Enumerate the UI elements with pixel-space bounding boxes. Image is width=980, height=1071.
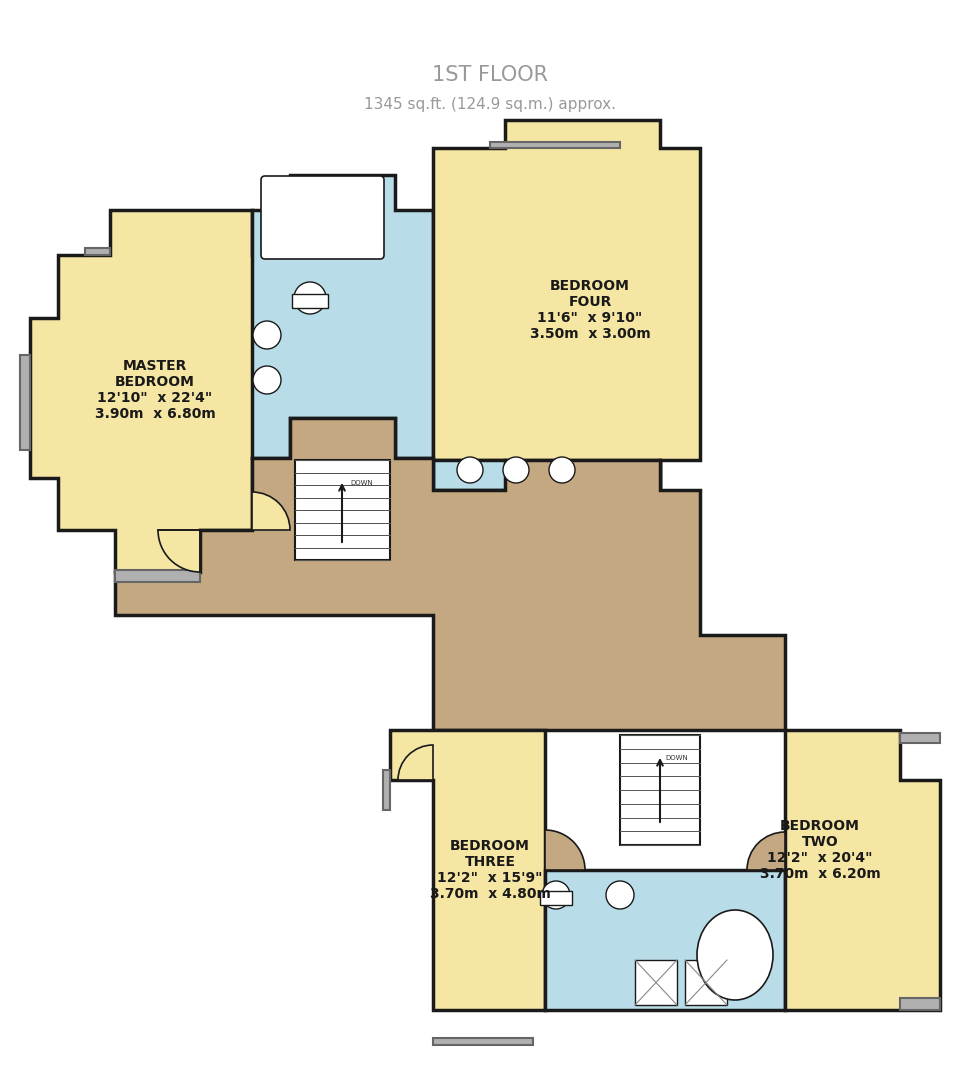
Circle shape [457,457,483,483]
Text: BEDROOM
THREE
12'2"  x 15'9"
3.70m  x 4.80m: BEDROOM THREE 12'2" x 15'9" 3.70m x 4.80… [429,839,551,902]
Text: BEDROOM
TWO
12'2"  x 20'4"
3.70m  x 6.20m: BEDROOM TWO 12'2" x 20'4" 3.70m x 6.20m [760,818,880,881]
Bar [85,248,110,255]
Polygon shape [30,210,330,572]
Wedge shape [252,492,290,530]
Polygon shape [545,870,785,1010]
Text: 1345 sq.ft. (124.9 sq.m.) approx.: 1345 sq.ft. (124.9 sq.m.) approx. [364,97,616,112]
Bar [20,355,30,450]
Polygon shape [115,418,785,730]
Bar [540,891,572,905]
Bar [295,461,390,560]
Wedge shape [398,745,433,780]
Circle shape [503,457,529,483]
Text: DOWN: DOWN [350,480,372,486]
Polygon shape [252,175,433,458]
Circle shape [549,457,575,483]
Ellipse shape [697,910,773,1000]
Bar [115,570,200,582]
Text: MASTER
BEDROOM
12'10"  x 22'4"
3.90m  x 6.80m: MASTER BEDROOM 12'10" x 22'4" 3.90m x 6.… [95,359,216,421]
Bar [433,1038,533,1045]
Polygon shape [785,730,940,1010]
Wedge shape [747,832,785,870]
Polygon shape [390,730,545,1010]
Wedge shape [158,530,200,572]
Bar [620,735,700,845]
Text: DOWN: DOWN [665,755,688,761]
Bar [383,770,390,810]
Text: BEDROOM
FOUR
11'6"  x 9'10"
3.50m  x 3.00m: BEDROOM FOUR 11'6" x 9'10" 3.50m x 3.00m [529,278,651,342]
Bar [490,142,620,148]
Bar [900,733,940,743]
Polygon shape [433,461,660,491]
Circle shape [606,881,634,909]
Bar [685,960,727,1005]
Bar [635,960,677,1005]
Polygon shape [433,120,700,491]
Wedge shape [545,830,585,870]
FancyBboxPatch shape [261,176,384,259]
Bar [292,295,328,308]
Circle shape [253,321,281,349]
Circle shape [294,282,326,314]
Text: 1ST FLOOR: 1ST FLOOR [432,65,548,85]
Bar [900,998,940,1010]
Circle shape [253,366,281,394]
Circle shape [542,881,570,909]
